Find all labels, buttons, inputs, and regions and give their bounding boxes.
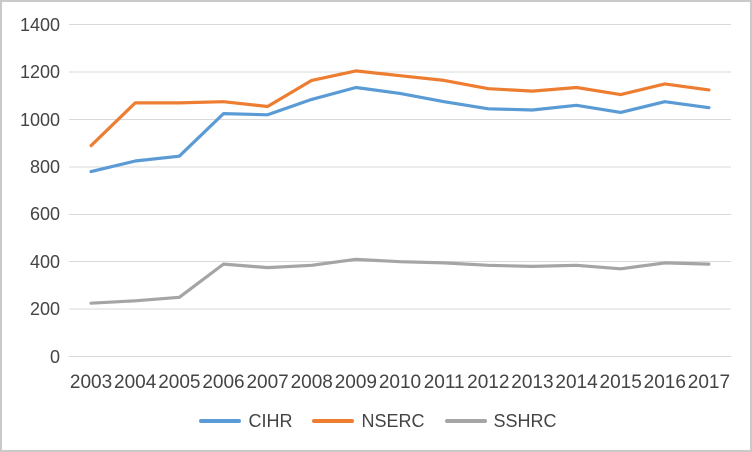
y-axis-tick-label-200: 200 [29, 299, 60, 320]
x-axis-tick-label-2009: 2009 [334, 372, 377, 393]
x-axis-tick-label-2008: 2008 [290, 372, 333, 393]
series-line-nserc [89, 69, 711, 148]
x-axis-tick-label-2010: 2010 [378, 372, 422, 393]
x-axis-tick-label-2011: 2011 [423, 372, 465, 393]
x-axis-tick-label-2016: 2016 [643, 372, 686, 393]
x-axis-tick-label-2013: 2013 [511, 372, 554, 393]
legend-label-sshrc: SSHRC [493, 410, 557, 431]
x-axis-tick-label-2017: 2017 [687, 372, 731, 393]
y-axis-tick-label-1000: 1000 [19, 109, 60, 130]
y-axis-tick-label-0: 0 [49, 346, 60, 367]
y-axis-tick-label-600: 600 [29, 204, 60, 225]
x-axis-tick-label-2007: 2007 [246, 372, 289, 393]
x-axis-tick-label-2012: 2012 [467, 372, 510, 393]
legend-line-marker-cihr [199, 419, 242, 423]
series-line-sshrc [89, 257, 711, 305]
legend: CIHR NSERC SSHRC [2, 408, 750, 434]
legend-line-marker-nserc [312, 419, 355, 423]
y-axis-tick-label-800: 800 [29, 156, 60, 177]
y-axis-tick-label-400: 400 [29, 251, 60, 272]
legend-line-marker-sshrc [444, 419, 487, 423]
x-axis-tick-label-2003: 2003 [69, 372, 113, 393]
y-axis-tick-label-1200: 1200 [19, 62, 60, 83]
x-axis-tick-label-2005: 2005 [158, 372, 201, 393]
x-axis-tick-label-2004: 2004 [114, 372, 157, 393]
legend-label-cihr: CIHR [248, 410, 293, 431]
y-axis-tick-label-1400: 1400 [19, 14, 60, 35]
legend-item-cihr: CIHR [199, 411, 292, 432]
x-axis-tick-label-2015: 2015 [599, 372, 642, 393]
legend-item-sshrc: SSHRC [444, 410, 557, 432]
x-axis-tick-label-2006: 2006 [202, 372, 245, 393]
x-axis-tick-label-2014: 2014 [555, 372, 598, 393]
legend-item-nserc: NSERC [312, 410, 425, 432]
series-line-cihr [89, 85, 711, 174]
legend-label-nserc: NSERC [361, 410, 425, 431]
